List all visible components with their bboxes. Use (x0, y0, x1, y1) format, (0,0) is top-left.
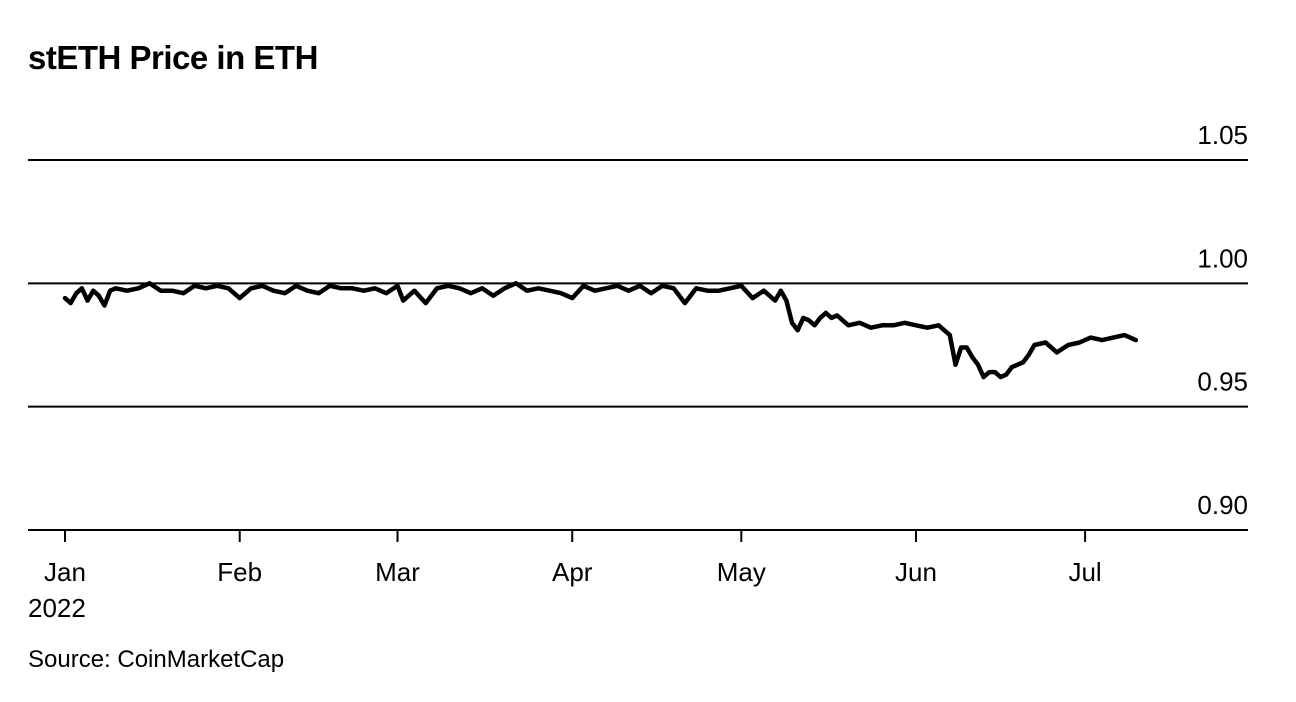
price-line (62, 281, 1139, 380)
gridlines (28, 159, 1248, 531)
x-tick-label: Apr (552, 557, 593, 587)
source-note: Source: CoinMarketCap (28, 646, 285, 673)
x-tick-label: Jan (44, 557, 86, 587)
y-tick-label: 0.90 (1197, 490, 1248, 520)
y-tick-label: 0.95 (1197, 367, 1248, 397)
x-tick-label: Jun (895, 557, 937, 587)
x-tick-label: Mar (375, 557, 420, 587)
x-tick-label: May (717, 557, 766, 587)
y-tick-labels: 1.05 1.00 0.95 0.90 (1197, 120, 1248, 520)
x-tick-label: Feb (217, 557, 262, 587)
y-tick-label: 1.00 (1197, 243, 1248, 273)
x-year-label: 2022 (28, 593, 86, 623)
y-tick-label: 1.05 (1197, 120, 1248, 150)
x-tick-label: Jul (1068, 557, 1101, 587)
x-axis-ticks: Jan Feb Mar Apr May Jun Jul (44, 530, 1102, 587)
chart-title: stETH Price in ETH (28, 39, 318, 76)
